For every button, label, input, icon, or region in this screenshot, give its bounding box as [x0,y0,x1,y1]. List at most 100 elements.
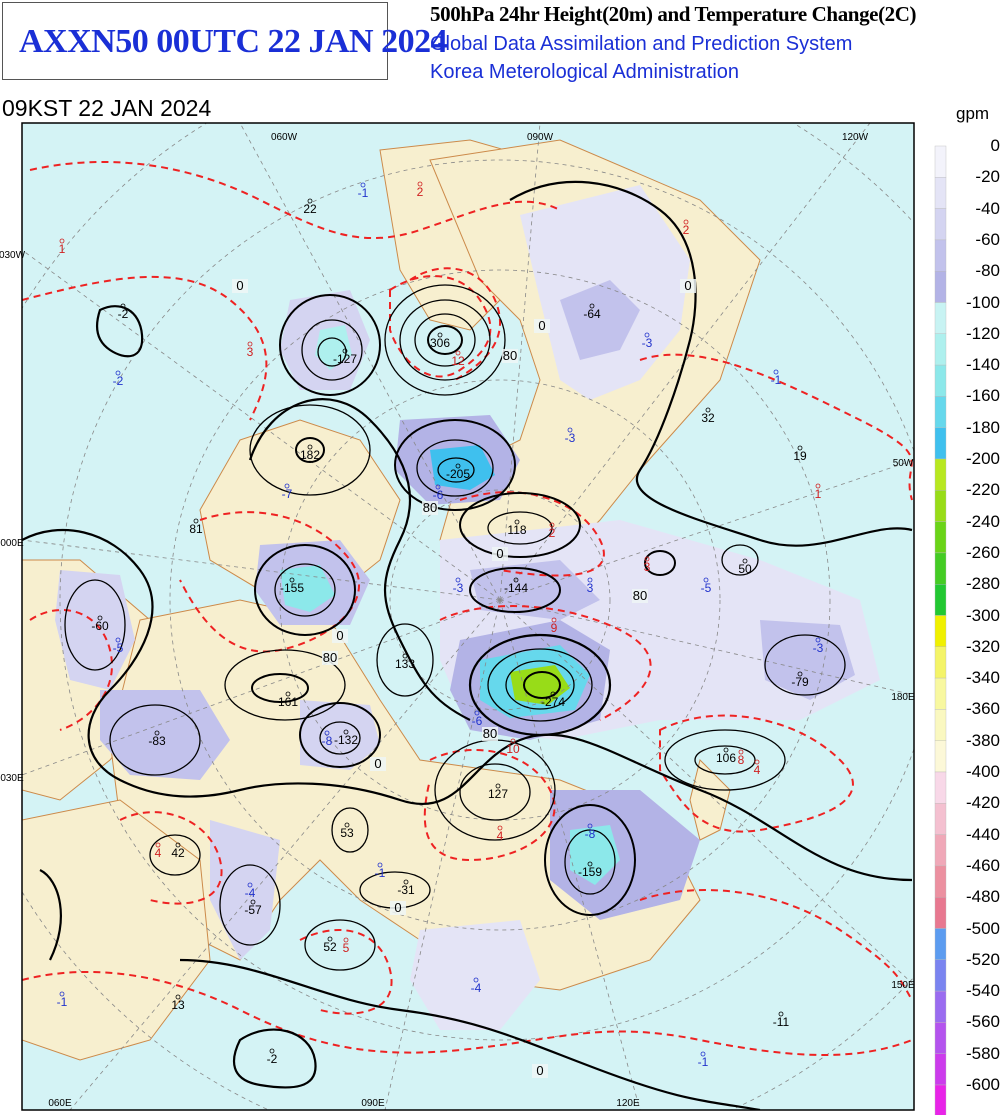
contour-label-bg [390,901,406,915]
contour-value-label: 0 [394,900,401,915]
temp-center-value: 3 [587,581,594,595]
height-center-marker [587,861,593,867]
product-title: AXXN50 00UTC 22 JAN 2024 [19,23,448,60]
temp-center-marker [497,825,503,831]
temp-center-marker [247,882,253,888]
legend-level-label: -40 [975,198,1000,218]
height-contour-118-2 [487,511,553,545]
agency-name: Korea Meterological Administration [430,61,740,83]
legend-level-label: -80 [975,261,1000,281]
height-contour-127-3 [317,337,347,367]
temp-center-value: -4 [471,981,482,995]
temp-center-marker [474,710,480,716]
map-edge-labels: 060W 090W 120W 060E 090E 120E 030W 000E 030E 50W 1… [0,132,915,1109]
temp-center-marker [738,749,744,755]
legend-level-label: -200 [965,449,1000,468]
height-center-marker [289,577,295,583]
height-zero-line-7 [179,958,761,1110]
height-center-value: -31 [397,883,415,897]
temp-center-value: 3 [247,345,254,359]
height-contour-306-1 [384,284,506,396]
height-contour-127-1 [279,294,381,396]
temp-center-value: -8 [585,827,596,841]
temp-center-value: 4 [155,846,162,860]
negative-region-asia [100,690,230,780]
legend-level-label: -220 [965,480,1000,500]
height-center-marker [742,558,748,564]
legend-level-label: -520 [965,949,1000,969]
height-center-marker [307,444,313,450]
height-contour-155-1 [254,544,356,636]
height-contour-106-1 [664,729,786,791]
height-center-marker [778,1011,784,1017]
legend-level-label: -460 [965,855,1000,875]
negative-region-central-asia [210,820,280,960]
legend-level-label: -380 [965,730,1000,750]
height-contour-127-s-2 [459,763,531,821]
temp-contour-13 [299,929,393,1015]
edge-label-bottom: 120E [616,1098,640,1109]
arabia-land [22,799,211,1061]
height-center-value: 127 [488,787,508,801]
contour-value-label: 80 [483,726,497,741]
temp-center-value: -1 [698,1055,709,1069]
height-center-marker [175,842,181,848]
temp-center-value: 2 [549,526,556,540]
temp-center-marker [247,341,253,347]
contour-value-label: 0 [496,546,503,561]
height-contour-306-2 [399,299,491,381]
legend-level-label: -420 [965,793,1000,813]
negative-region-atlantic-west [55,570,135,690]
legend-level-label: -240 [965,511,1000,531]
temp-center-marker [703,577,709,583]
temp-contour-9 [439,605,652,721]
latitude-circle-80 [389,489,611,711]
height-center-value: -155 [280,581,304,595]
temp-center-value: -1 [57,995,68,1009]
height-zero-line-4 [39,869,62,961]
system-name: Global Data Assimilation and Prediction … [430,33,853,55]
height-center-marker [455,463,461,469]
height-center-marker [344,822,350,828]
negative-region-north-atlantic-core [315,325,352,370]
height-center-value: 133 [395,657,415,671]
temp-center-value: -1 [771,373,782,387]
height-center-value: -57 [244,903,262,917]
temp-center-marker [455,577,461,583]
japan-land [689,759,731,841]
temp-center-marker [683,219,689,225]
temp-center-value: -3 [565,431,576,445]
temp-contour-8 [29,609,113,731]
height-center-marker [97,615,103,621]
height-center-value: -205 [446,467,470,481]
height-center-marker [175,994,181,1000]
height-center-marker [514,519,520,525]
height-center-value: -159 [578,865,602,879]
temp-center-marker [773,369,779,375]
height-center-marker [342,348,348,354]
product-title-box: AXXN50 00UTC 22 JAN 2024 [2,2,448,80]
temp-center-value: -3 [813,641,824,655]
height-contour-53-1 [331,807,369,853]
edge-label-bottom: 060E [48,1098,72,1109]
contour-label-bg [532,1064,548,1078]
legend-level-label: -60 [975,229,1000,249]
height-center-marker [307,198,313,204]
temp-contour-3 [389,275,492,378]
negative-region-siberia [300,700,380,770]
temp-center-value: -3 [642,336,653,350]
temp-center-value: 1 [59,242,66,256]
temp-center-value: -1 [375,866,386,880]
edge-label-top: 120W [842,132,869,143]
height-contour-50-1 [721,544,759,576]
height-center-value: 306 [430,336,450,350]
height-center-value: 32 [701,411,715,425]
temp-center-value: 4 [754,763,761,777]
contour-label-bg [332,629,348,643]
negative-region-europe-core [280,565,335,612]
meridian-7 [22,249,501,601]
contour-value-label: 80 [423,500,437,515]
temp-center-marker [510,738,516,744]
height-zero-line-1 [509,180,913,547]
